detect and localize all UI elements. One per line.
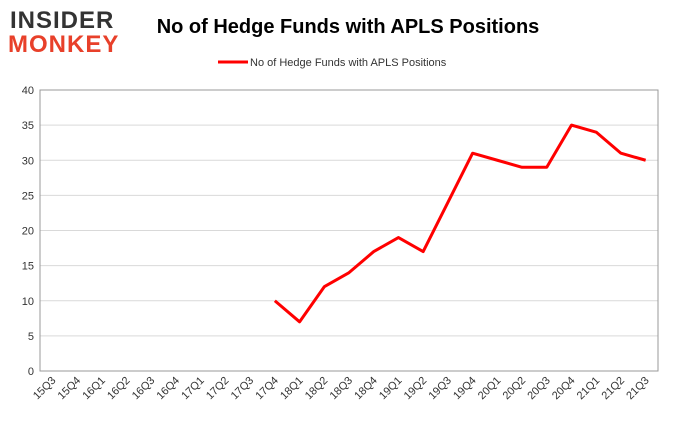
x-tick-label: 18Q1 — [278, 375, 306, 403]
y-tick-label: 40 — [22, 85, 34, 97]
y-tick-label: 5 — [28, 331, 34, 343]
x-tick-label: 16Q2 — [105, 375, 133, 403]
x-tick-label: 21Q3 — [624, 375, 652, 403]
data-line — [273, 123, 647, 324]
x-tick-label: 16Q4 — [155, 375, 183, 403]
x-tick-label: 16Q3 — [130, 375, 158, 403]
x-tick-label: 18Q4 — [352, 375, 380, 403]
x-tick-label: 21Q2 — [600, 375, 628, 403]
x-tick-label: 15Q4 — [56, 375, 84, 403]
x-tick-label: 18Q3 — [328, 375, 356, 403]
x-tick-label: 17Q1 — [179, 375, 207, 403]
x-tick-label: 19Q1 — [377, 375, 405, 403]
logo-bottom: MONKEY — [8, 31, 119, 58]
y-tick-label: 20 — [22, 226, 34, 238]
x-tick-label: 19Q4 — [451, 375, 479, 403]
x-tick-label: 18Q2 — [303, 375, 331, 403]
y-tick-label: 25 — [22, 190, 34, 202]
x-tick-label: 20Q1 — [476, 375, 504, 403]
chart-title: No of Hedge Funds with APLS Positions — [157, 16, 540, 38]
x-tick-label: 20Q4 — [550, 375, 578, 403]
y-tick-label: 10 — [22, 296, 34, 308]
y-tick-label: 35 — [22, 120, 34, 132]
x-tick-label: 20Q3 — [525, 375, 553, 403]
y-tick-label: 30 — [22, 155, 34, 167]
plot-border — [39, 89, 659, 372]
logo-top: INSIDER — [10, 7, 114, 34]
x-tick-label: 17Q3 — [229, 375, 257, 403]
x-tick-label: 17Q2 — [204, 375, 232, 403]
x-tick-label: 19Q3 — [426, 375, 454, 403]
x-tick-label: 19Q2 — [402, 375, 430, 403]
x-tick-label: 17Q4 — [253, 375, 281, 403]
x-tick-label: 15Q3 — [31, 375, 59, 403]
x-tick-label: 20Q2 — [501, 375, 529, 403]
y-tick-label: 0 — [28, 366, 34, 378]
y-tick-label: 15 — [22, 261, 34, 273]
x-tick-label: 16Q1 — [80, 375, 108, 403]
x-tick-label: 21Q1 — [575, 375, 603, 403]
legend-label: No of Hedge Funds with APLS Positions — [250, 57, 447, 69]
